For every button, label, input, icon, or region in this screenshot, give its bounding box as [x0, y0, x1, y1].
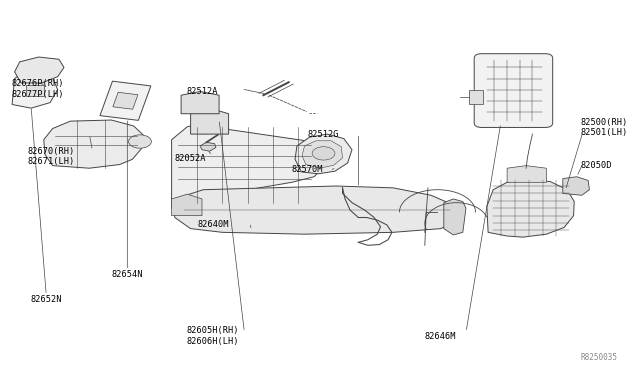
Polygon shape — [487, 179, 574, 237]
Text: 82512A: 82512A — [186, 87, 218, 96]
Circle shape — [129, 135, 151, 148]
Text: 82500(RH)
82501(LH): 82500(RH) 82501(LH) — [580, 118, 628, 137]
Text: 82670(RH)
82671(LH): 82670(RH) 82671(LH) — [28, 147, 75, 166]
Circle shape — [312, 147, 335, 160]
FancyBboxPatch shape — [474, 54, 553, 128]
Text: R8250035: R8250035 — [581, 353, 618, 362]
Polygon shape — [12, 69, 58, 108]
Text: 82646M: 82646M — [425, 331, 456, 341]
Polygon shape — [26, 85, 44, 96]
Polygon shape — [181, 92, 219, 114]
Text: 82512G: 82512G — [308, 130, 339, 140]
Polygon shape — [295, 134, 352, 174]
Text: 82652N: 82652N — [31, 295, 62, 304]
Polygon shape — [444, 199, 466, 235]
Polygon shape — [113, 92, 138, 109]
Polygon shape — [469, 90, 483, 105]
Polygon shape — [200, 142, 216, 151]
Text: 82570M: 82570M — [292, 165, 323, 174]
Polygon shape — [563, 177, 589, 195]
Polygon shape — [100, 81, 151, 121]
Polygon shape — [175, 186, 456, 234]
Polygon shape — [507, 166, 547, 182]
Text: 82605H(RH)
82606H(LH): 82605H(RH) 82606H(LH) — [186, 326, 239, 346]
Text: 82050D: 82050D — [580, 161, 612, 170]
Polygon shape — [15, 57, 64, 83]
Polygon shape — [172, 194, 202, 216]
Polygon shape — [191, 108, 228, 134]
Text: 82676P(RH)
82677P(LH): 82676P(RH) 82677P(LH) — [11, 79, 63, 99]
Polygon shape — [44, 120, 143, 168]
Polygon shape — [172, 123, 324, 208]
Text: 82640M: 82640M — [197, 221, 228, 230]
Polygon shape — [302, 141, 342, 168]
Text: 82654N: 82654N — [111, 270, 143, 279]
Text: 82052A: 82052A — [175, 154, 206, 163]
